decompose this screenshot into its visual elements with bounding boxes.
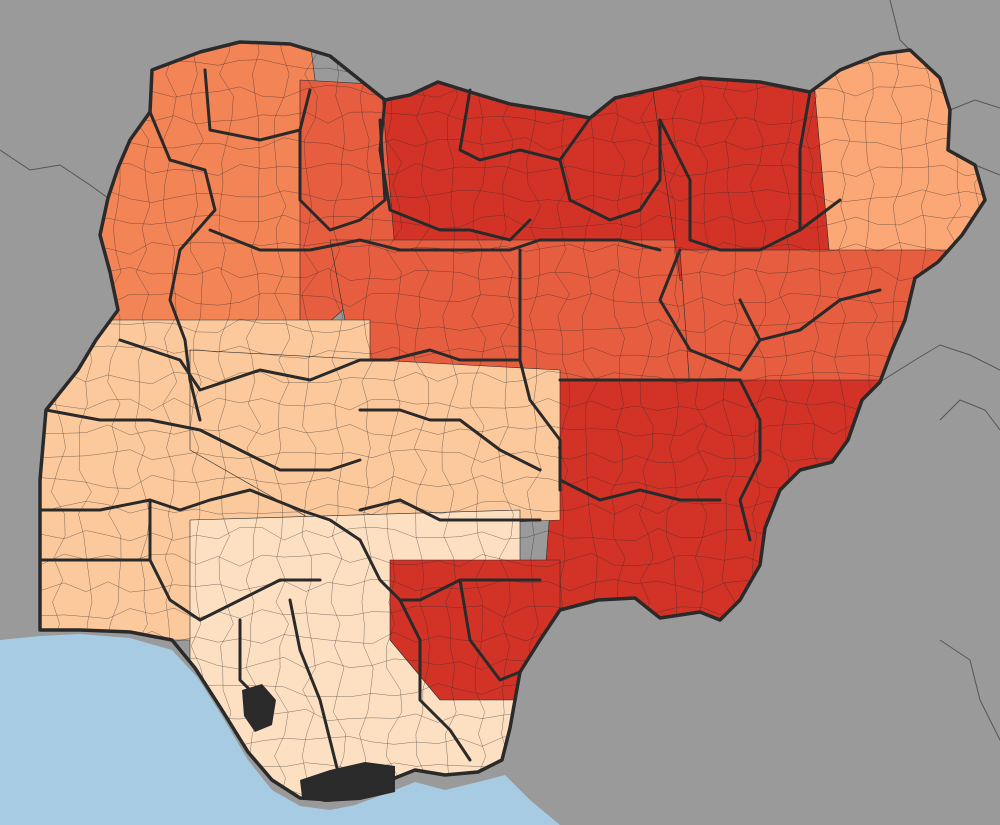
state-border xyxy=(558,118,662,222)
coastal-cluster xyxy=(300,762,395,802)
state-border xyxy=(758,288,882,342)
state-border xyxy=(38,488,362,542)
coastal-cluster xyxy=(242,684,276,732)
lga-boundary xyxy=(329,42,346,800)
lga-boundary xyxy=(40,189,985,203)
lga-boundary xyxy=(40,266,985,281)
ocean xyxy=(0,634,560,825)
state-border xyxy=(558,478,722,502)
neighbor-border xyxy=(949,99,1000,111)
neighbor-border xyxy=(879,344,1000,383)
state-border xyxy=(658,248,762,372)
country-outline xyxy=(38,40,987,802)
lga-boundary xyxy=(40,241,985,255)
neighbor-border xyxy=(974,164,1000,176)
lga-boundary xyxy=(40,163,985,177)
lga-boundary xyxy=(498,42,515,800)
state-border xyxy=(148,110,217,422)
state-border xyxy=(148,498,322,622)
lga-boundary xyxy=(441,42,459,800)
lga-boundary xyxy=(40,344,985,359)
state-border xyxy=(398,598,472,762)
lga-boundary xyxy=(40,370,985,386)
lga-boundary xyxy=(301,42,319,800)
lga-boundary xyxy=(218,42,234,800)
lga-boundary xyxy=(359,42,374,800)
lga-boundary xyxy=(40,422,985,437)
lga-boundary xyxy=(413,42,430,800)
lga-boundary xyxy=(273,42,291,800)
neighbor-border xyxy=(939,399,1000,431)
lga-boundary xyxy=(40,449,985,464)
neighbor-border xyxy=(0,149,109,199)
neighbor-border xyxy=(889,0,911,51)
state-border xyxy=(738,378,762,542)
lga-boundary xyxy=(469,42,487,800)
state-border xyxy=(44,408,362,472)
lga-boundary xyxy=(40,137,985,152)
state-border xyxy=(518,248,562,492)
state-border xyxy=(298,118,387,232)
state-border xyxy=(458,578,522,682)
state-border xyxy=(118,338,522,392)
state-border xyxy=(358,498,542,522)
state-border xyxy=(358,408,542,472)
state-border xyxy=(208,228,662,252)
lga-boundary xyxy=(386,42,403,800)
lga-boundary xyxy=(40,214,985,230)
state-border xyxy=(358,538,542,602)
state-border xyxy=(378,98,532,242)
lga-boundary xyxy=(40,318,985,334)
lga-boundary xyxy=(40,110,985,126)
state-border xyxy=(798,90,812,232)
state-border xyxy=(458,88,592,162)
neighbor-border xyxy=(939,639,1000,741)
lga-boundary xyxy=(40,292,985,308)
state-border xyxy=(203,68,312,142)
state-border xyxy=(288,598,342,782)
